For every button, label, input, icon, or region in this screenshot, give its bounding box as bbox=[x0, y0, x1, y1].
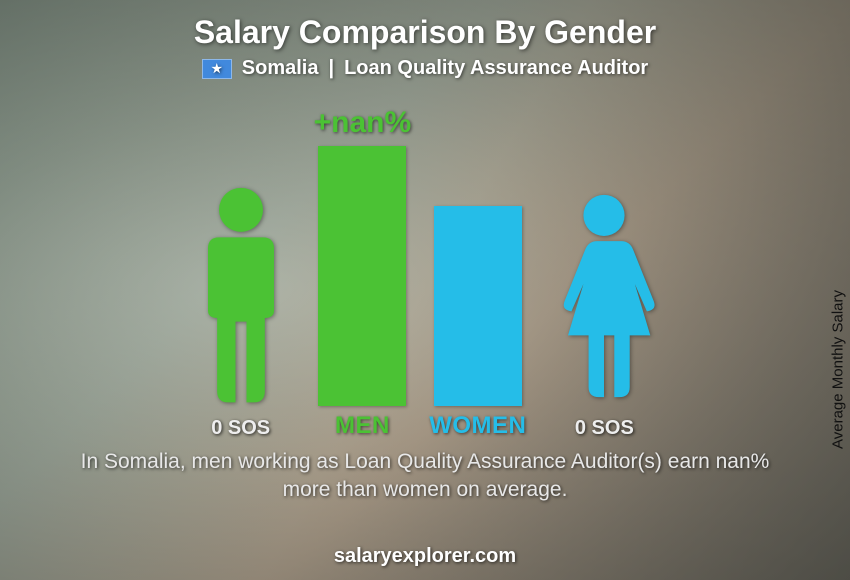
subtitle-job: Loan Quality Assurance Auditor bbox=[344, 57, 648, 80]
subtitle-country: Somalia bbox=[242, 57, 319, 80]
men-value-label: 0 SOS bbox=[211, 417, 270, 440]
subtitle: Somalia | Loan Quality Assurance Auditor bbox=[0, 57, 850, 80]
header: Salary Comparison By Gender Somalia | Lo… bbox=[0, 0, 850, 80]
women-category-label: WOMEN bbox=[429, 412, 526, 440]
footer-source: salaryexplorer.com bbox=[0, 545, 850, 568]
male-icon bbox=[186, 181, 296, 411]
men-bar bbox=[318, 146, 406, 406]
women-value-label: 0 SOS bbox=[575, 417, 634, 440]
men-group: 0 SOS bbox=[186, 181, 296, 440]
men-category-label: MEN bbox=[335, 412, 390, 440]
women-bar-column: WOMEN bbox=[429, 206, 526, 440]
female-icon bbox=[544, 181, 664, 411]
page-title: Salary Comparison By Gender bbox=[0, 14, 850, 51]
women-bar bbox=[434, 206, 522, 406]
somalia-flag-icon bbox=[202, 59, 232, 79]
gender-salary-chart: 0 SOS +nan% MEN WOMEN 0 SOS bbox=[145, 100, 705, 440]
women-group: 0 SOS bbox=[544, 181, 664, 440]
y-axis-label: Average Monthly Salary bbox=[830, 290, 847, 449]
subtitle-separator: | bbox=[328, 57, 334, 80]
men-bar-column: +nan% MEN bbox=[314, 106, 412, 440]
delta-label: +nan% bbox=[314, 106, 412, 140]
description-text: In Somalia, men working as Loan Quality … bbox=[0, 448, 850, 505]
